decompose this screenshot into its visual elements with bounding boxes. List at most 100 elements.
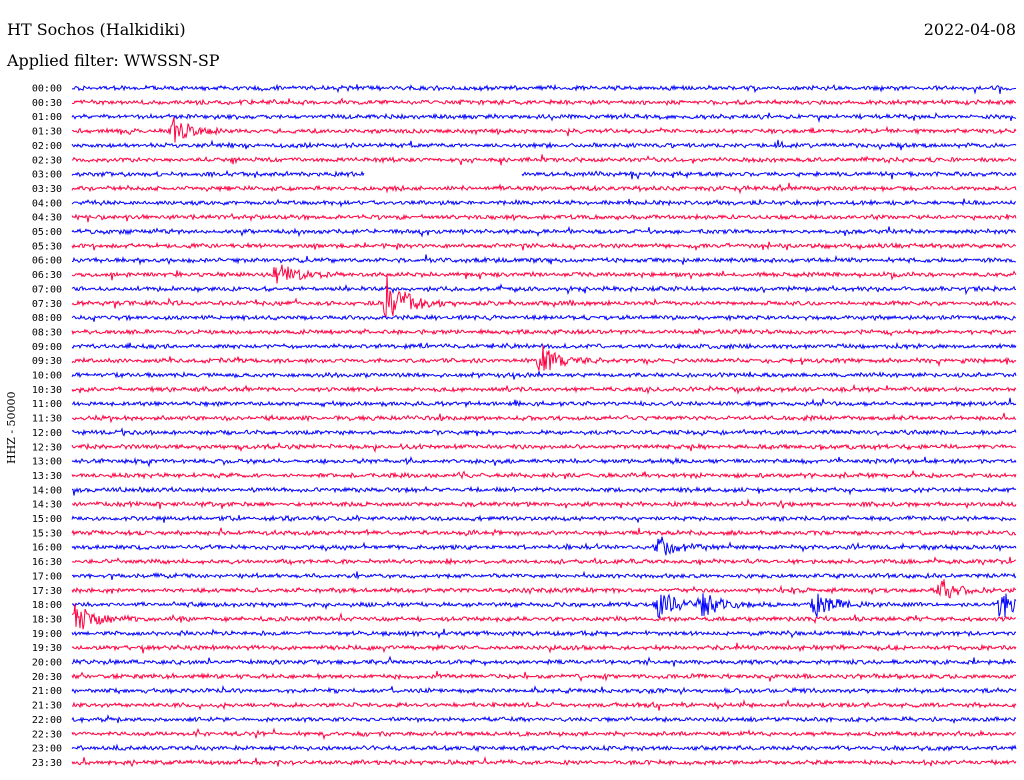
trace-1100 bbox=[71, 397, 1017, 409]
time-tick-1630: 16:30 bbox=[32, 557, 62, 568]
trace-1000 bbox=[71, 370, 1017, 380]
time-tick-1330: 13:30 bbox=[32, 471, 62, 482]
trace-2300 bbox=[71, 743, 1017, 753]
trace-0830 bbox=[71, 327, 1017, 337]
time-tick-0500: 05:00 bbox=[32, 227, 62, 238]
trace-1200 bbox=[71, 427, 1017, 437]
trace-1030 bbox=[71, 383, 1017, 395]
trace-1430 bbox=[71, 498, 1017, 510]
trace-2230 bbox=[71, 727, 1017, 741]
trace-2330 bbox=[71, 755, 1017, 768]
trace-0700 bbox=[71, 283, 1017, 296]
time-tick-1200: 12:00 bbox=[32, 428, 62, 439]
time-tick-1100: 11:00 bbox=[32, 399, 62, 410]
time-tick-1230: 12:30 bbox=[32, 442, 62, 453]
trace-0600 bbox=[71, 254, 1017, 266]
trace-1500 bbox=[71, 514, 1017, 523]
date-label: 2022-04-08 bbox=[923, 20, 1016, 39]
trace-1530 bbox=[71, 527, 1017, 537]
trace-0430 bbox=[71, 212, 1017, 223]
trace-1400 bbox=[71, 485, 1017, 496]
time-tick-0130: 01:30 bbox=[32, 127, 62, 138]
trace-1230 bbox=[71, 441, 1017, 453]
trace-0100 bbox=[71, 112, 1017, 124]
time-tick-2100: 21:00 bbox=[32, 686, 62, 697]
time-tick-1500: 15:00 bbox=[32, 514, 62, 525]
time-tick-0430: 04:30 bbox=[32, 213, 62, 224]
time-tick-0600: 06:00 bbox=[32, 256, 62, 267]
time-tick-0530: 05:30 bbox=[32, 241, 62, 252]
trace-0900 bbox=[71, 341, 1017, 351]
time-tick-0930: 09:30 bbox=[32, 356, 62, 367]
trace-1830 bbox=[71, 603, 1017, 630]
time-tick-1430: 14:30 bbox=[32, 500, 62, 511]
time-tick-0700: 07:00 bbox=[32, 284, 62, 295]
time-tick-2030: 20:30 bbox=[32, 672, 62, 683]
trace-0000 bbox=[71, 83, 1017, 95]
trace-2030 bbox=[71, 671, 1017, 683]
time-tick-2000: 20:00 bbox=[32, 658, 62, 669]
trace-1630 bbox=[71, 556, 1017, 566]
trace-1300 bbox=[71, 456, 1017, 468]
trace-2130 bbox=[71, 699, 1017, 711]
trace-0500 bbox=[71, 225, 1017, 238]
time-tick-2200: 22:00 bbox=[32, 715, 62, 726]
trace-0130 bbox=[71, 117, 1017, 143]
time-tick-1900: 19:00 bbox=[32, 629, 62, 640]
time-tick-1030: 10:30 bbox=[32, 385, 62, 396]
time-tick-0330: 03:30 bbox=[32, 184, 62, 195]
time-tick-0400: 04:00 bbox=[32, 198, 62, 209]
trace-1930 bbox=[71, 642, 1017, 654]
time-tick-0900: 09:00 bbox=[32, 342, 62, 353]
time-tick-0630: 06:30 bbox=[32, 270, 62, 281]
trace-2200 bbox=[71, 714, 1017, 725]
time-tick-2300: 23:00 bbox=[32, 744, 62, 755]
trace-1800 bbox=[71, 593, 1017, 619]
time-tick-1530: 15:30 bbox=[32, 528, 62, 539]
time-tick-labels: 00:00 00:30 01:00 01:30 02:00 02:30 03:00 03:30… bbox=[32, 84, 62, 769]
time-tick-1130: 11:30 bbox=[32, 414, 62, 425]
station-title: HT Sochos (Halkidiki) bbox=[7, 20, 186, 39]
time-tick-0230: 02:30 bbox=[32, 155, 62, 166]
trace-1600 bbox=[71, 536, 1017, 556]
time-tick-1930: 19:30 bbox=[32, 643, 62, 654]
trace-1730 bbox=[71, 579, 1017, 599]
time-tick-0200: 02:00 bbox=[32, 141, 62, 152]
trace-0200 bbox=[71, 139, 1017, 151]
seismogram-traces bbox=[71, 83, 1017, 768]
time-tick-1000: 10:00 bbox=[32, 371, 62, 382]
trace-1900 bbox=[71, 628, 1017, 639]
trace-0300 bbox=[71, 169, 1017, 181]
filter-label: Applied filter: WWSSN-SP bbox=[7, 51, 220, 70]
trace-1700 bbox=[71, 570, 1017, 580]
trace-0630 bbox=[71, 264, 1017, 284]
time-tick-1730: 17:30 bbox=[32, 586, 62, 597]
time-tick-2130: 21:30 bbox=[32, 701, 62, 712]
time-tick-1800: 18:00 bbox=[32, 600, 62, 611]
time-tick-1400: 14:00 bbox=[32, 485, 62, 496]
trace-0930 bbox=[71, 345, 1017, 371]
time-tick-0300: 03:00 bbox=[32, 170, 62, 181]
time-tick-1300: 13:00 bbox=[32, 457, 62, 468]
trace-0230 bbox=[71, 154, 1017, 166]
time-tick-0800: 08:00 bbox=[32, 313, 62, 324]
trace-0330 bbox=[71, 182, 1017, 195]
time-tick-0100: 01:00 bbox=[32, 112, 62, 123]
trace-0400 bbox=[71, 198, 1017, 208]
trace-0030 bbox=[71, 97, 1017, 107]
time-tick-1600: 16:00 bbox=[32, 543, 62, 554]
trace-2000 bbox=[71, 655, 1017, 667]
time-tick-1700: 17:00 bbox=[32, 571, 62, 582]
trace-1130 bbox=[71, 412, 1017, 424]
trace-2100 bbox=[71, 684, 1017, 696]
trace-0730 bbox=[71, 273, 1017, 320]
time-tick-0030: 00:30 bbox=[32, 98, 62, 109]
trace-0800 bbox=[71, 313, 1017, 322]
trace-0530 bbox=[71, 241, 1017, 252]
time-tick-0730: 07:30 bbox=[32, 299, 62, 310]
time-tick-1830: 18:30 bbox=[32, 614, 62, 625]
trace-1330 bbox=[71, 470, 1017, 480]
time-tick-0000: 00:00 bbox=[32, 84, 62, 95]
time-tick-2230: 22:30 bbox=[32, 729, 62, 740]
